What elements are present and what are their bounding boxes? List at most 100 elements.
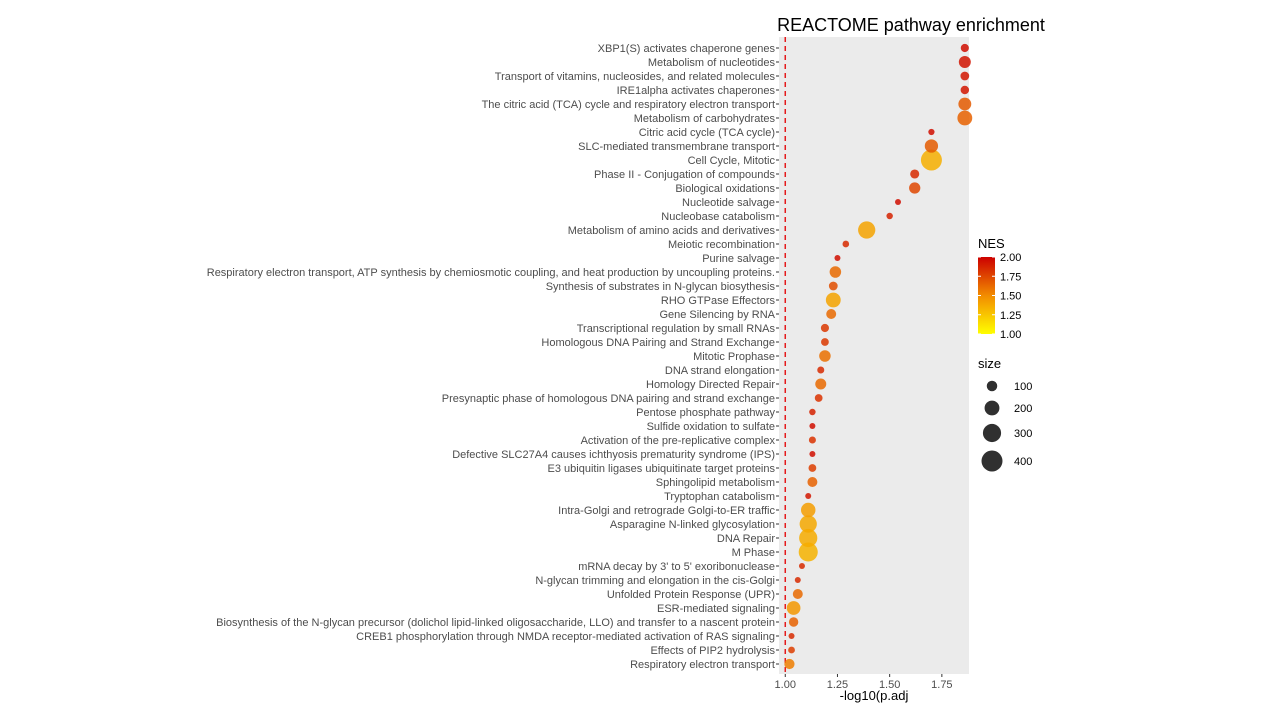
data-point: [809, 423, 816, 429]
data-point: [909, 182, 921, 194]
data-point: [794, 577, 801, 583]
category-label: Activation of the pre-replicative comple…: [581, 435, 776, 447]
data-point: [819, 350, 831, 362]
data-point: [808, 436, 816, 444]
nes-colorbar: [978, 257, 995, 334]
data-point: [809, 408, 816, 416]
data-point: [817, 366, 825, 374]
data-point: [928, 128, 935, 136]
x-tick-label: 1.50: [879, 679, 900, 691]
data-point: [814, 394, 823, 402]
nes-legend-ticks: 2.00 1.75 1.50 1.25 1.00: [978, 252, 1021, 341]
data-point: [820, 323, 830, 333]
data-point: [828, 281, 838, 291]
size-legend-label: 200: [1014, 403, 1032, 415]
category-label: SLC-mediated transmembrane transport: [578, 141, 775, 153]
category-label: Biological oxidations: [675, 183, 775, 195]
category-label: Mitotic Prophase: [693, 351, 775, 363]
category-label: Effects of PIP2 hydrolysis: [650, 645, 775, 657]
category-label: Cell Cycle, Mitotic: [688, 155, 776, 167]
data-point: [834, 255, 841, 261]
x-tick-label: 1.25: [827, 679, 848, 691]
category-label: Purine salvage: [702, 253, 775, 265]
size-legend-title: size: [978, 356, 1001, 371]
category-label: Tryptophan catabolism: [664, 491, 775, 503]
category-label: Meiotic recombination: [668, 239, 775, 251]
y-axis-ticks: [776, 47, 779, 665]
category-label: ESR-mediated signaling: [657, 603, 775, 615]
x-tick-label: 1.75: [931, 679, 952, 691]
data-point: [958, 56, 971, 68]
category-label: DNA Repair: [717, 533, 775, 545]
data-point: [825, 292, 841, 308]
nes-tick-label: 2.00: [1000, 252, 1021, 264]
size-legend-dot: [982, 423, 1002, 443]
category-label: Pentose phosphate pathway: [636, 407, 775, 419]
category-label: Phase II - Conjugation of compounds: [594, 169, 776, 181]
category-label: Citric acid cycle (TCA cycle): [639, 127, 775, 139]
data-point: [807, 477, 818, 487]
data-point: [826, 309, 837, 319]
points-layer: [784, 43, 973, 670]
data-point: [958, 97, 972, 111]
chart-title: REACTOME pathway enrichment: [777, 15, 1045, 35]
category-label: E3 ubiquitin ligases ubiquitinate target…: [548, 463, 776, 475]
category-label: Presynaptic phase of homologous DNA pair…: [442, 393, 775, 405]
data-point: [809, 451, 816, 457]
category-label: Transcriptional regulation by small RNAs: [577, 323, 776, 335]
data-point: [895, 199, 902, 205]
size-legend-dot: [986, 380, 998, 392]
category-label: mRNA decay by 3' to 5' exoribonuclease: [578, 561, 775, 573]
size-legend-dot: [981, 450, 1003, 472]
size-legend: size 100 200 300 400: [978, 356, 1032, 472]
data-point: [886, 212, 893, 220]
category-label: Sulfide oxidation to sulfate: [647, 421, 775, 433]
data-point: [799, 528, 818, 548]
category-label: Synthesis of substrates in N-glycan bios…: [546, 281, 776, 293]
category-label: Respiratory electron transport: [630, 659, 775, 671]
x-axis: 1.00 1.25 1.50 1.75: [775, 674, 953, 691]
data-point: [960, 43, 969, 53]
category-label: IRE1alpha activates chaperones: [617, 85, 776, 97]
category-label: Metabolism of amino acids and derivative…: [568, 225, 776, 237]
category-label: Transport of vitamins, nucleosides, and …: [495, 71, 776, 83]
category-label: Intra-Golgi and retrograde Golgi-to-ER t…: [558, 505, 775, 517]
size-legend-label: 400: [1014, 456, 1032, 468]
data-point: [821, 338, 829, 346]
data-point: [920, 149, 942, 171]
category-label: Biosynthesis of the N-glycan precursor (…: [216, 617, 775, 629]
data-point: [924, 139, 939, 153]
nes-legend: NES 2.00 1.75 1.50 1.25 1.00: [978, 236, 1021, 341]
category-label: N-glycan trimming and elongation in the …: [535, 575, 775, 587]
data-point: [784, 658, 795, 670]
category-label: Sphingolipid metabolism: [656, 477, 775, 489]
category-label: XBP1(S) activates chaperone genes: [598, 43, 776, 55]
category-label: Gene Silencing by RNA: [659, 309, 775, 321]
nes-legend-title: NES: [978, 236, 1005, 251]
data-point: [842, 240, 850, 248]
nes-tick-label: 1.50: [1000, 291, 1021, 303]
nes-tick-label: 1.00: [1000, 329, 1021, 341]
category-label: Metabolism of nucleotides: [648, 57, 776, 69]
data-point: [798, 563, 805, 569]
category-label: DNA strand elongation: [665, 365, 775, 377]
x-axis-title: -log10(p.adj: [840, 688, 909, 703]
data-point: [788, 633, 795, 639]
data-point: [910, 169, 920, 179]
data-point: [808, 464, 817, 472]
category-label: Nucleotide salvage: [682, 197, 775, 209]
data-point: [792, 589, 803, 599]
x-tick-label: 1.00: [775, 679, 796, 691]
category-label: Metabolism of carbohydrates: [634, 113, 776, 125]
category-label: Defective SLC27A4 causes ichthyosis prem…: [452, 449, 775, 461]
category-label: M Phase: [732, 547, 775, 559]
data-point: [960, 71, 970, 81]
data-point: [815, 378, 827, 390]
size-legend-keys: 100 200 300 400: [981, 380, 1032, 472]
category-label: RHO GTPase Effectors: [661, 295, 776, 307]
data-point: [786, 601, 801, 615]
category-label: CREB1 phosphorylation through NMDA recep…: [356, 631, 775, 643]
data-point: [858, 221, 876, 239]
plot-panel: [779, 37, 969, 674]
